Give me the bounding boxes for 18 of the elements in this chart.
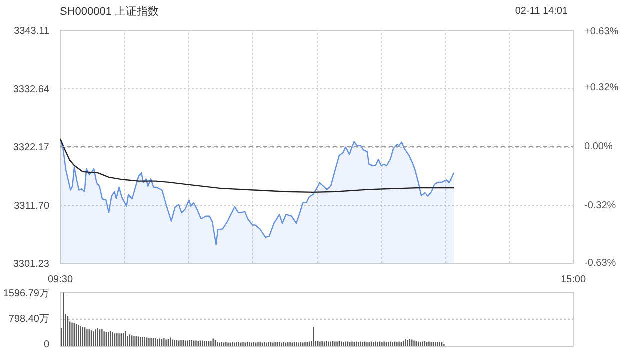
y-tick-label: 3343.11 xyxy=(14,26,50,37)
y-tick-label: 3311.70 xyxy=(14,200,50,212)
y-tick-label: 3332.64 xyxy=(13,84,50,96)
y2-tick-label: +0.63% xyxy=(584,26,619,38)
y-tick-label: 3301.23 xyxy=(13,259,50,270)
y2-tick-label: -0.63% xyxy=(584,258,616,269)
text: 02-11 14:01 xyxy=(515,5,568,19)
x-tick-label: 15:00 xyxy=(560,274,586,286)
y2-tick-label: -0.32% xyxy=(584,200,616,212)
y-tick-label: 1596.79万 xyxy=(3,288,50,300)
y2-tick-label: 0.00% xyxy=(584,142,613,152)
y2-tick-label: +0.32% xyxy=(584,82,619,94)
chart-title: SH000001 上证指数 xyxy=(60,5,160,20)
y-tick-label: 0 xyxy=(44,340,50,350)
x-tick-label: 09:30 xyxy=(48,274,74,286)
line-series xyxy=(60,138,455,194)
y-tick-label: 798.40万 xyxy=(8,314,50,325)
y-tick-label: 3322.17 xyxy=(13,142,50,154)
